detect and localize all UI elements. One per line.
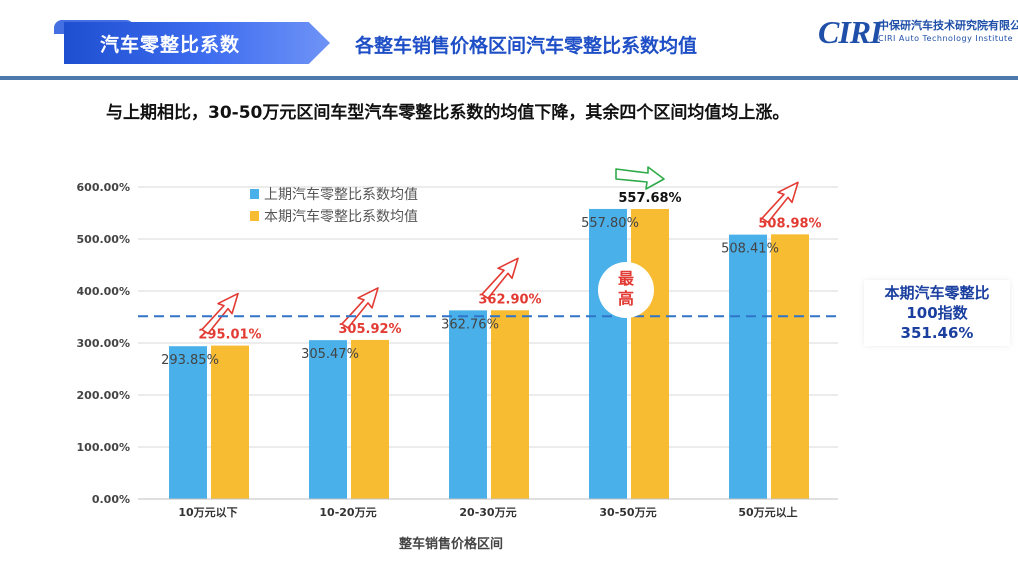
bar-previous bbox=[309, 340, 347, 499]
bar-previous bbox=[589, 208, 627, 499]
trend-arrow-shape bbox=[481, 257, 519, 300]
summary-text: 与上期相比，30-50万元区间车型汽车零整比系数的均值下降，其余四个区间均值均上… bbox=[106, 103, 790, 123]
bar-current bbox=[491, 310, 529, 499]
trend-arrow-shape bbox=[615, 166, 665, 190]
data-label-previous: 362.76% bbox=[441, 317, 499, 332]
x-tick-label: 10-20万元 bbox=[319, 506, 376, 519]
y-tick-label: 100.00% bbox=[77, 441, 130, 454]
logo-mark: CIRI bbox=[818, 14, 883, 50]
bar-previous bbox=[169, 346, 207, 499]
x-tick-label: 20-30万元 bbox=[459, 506, 516, 519]
data-label-current: 362.90% bbox=[478, 292, 541, 307]
x-tick-label: 50万元以上 bbox=[738, 505, 797, 519]
header: 汽车零整比系数 各整车销售价格区间汽车零整比系数均值 CIRI 中保研汽车技术研… bbox=[0, 0, 1018, 82]
page-title: 各整车销售价格区间汽车零整比系数均值 bbox=[355, 35, 698, 57]
y-tick-label: 600.00% bbox=[77, 181, 130, 194]
index-callout: 本期汽车零整比 100指数 351.46% bbox=[864, 280, 1010, 346]
x-tick-label: 10万元以下 bbox=[178, 506, 237, 519]
legend-label-previous: 上期汽车零整比系数均值 bbox=[264, 186, 418, 203]
x-tick-label: 30-50万元 bbox=[599, 506, 656, 519]
bar-current bbox=[631, 209, 669, 499]
trend-up-arrow-icon bbox=[761, 181, 799, 224]
data-label-previous: 557.80% bbox=[581, 216, 639, 231]
legend-swatch-current bbox=[250, 211, 259, 221]
x-axis-title: 整车销售价格区间 bbox=[398, 536, 503, 552]
bar-chart: 0.00% 100.00% 200.00% 300.00% 400.00% 500.00%… bbox=[77, 166, 838, 552]
data-label-current: 557.68% bbox=[618, 191, 681, 206]
highest-badge-line1: 最 bbox=[617, 269, 634, 288]
section-label: 汽车零整比系数 bbox=[100, 34, 241, 56]
index-pointer-stem bbox=[846, 306, 866, 320]
y-tick-label: 200.00% bbox=[77, 389, 130, 402]
index-callout-line1: 本期汽车零整比 bbox=[884, 284, 990, 302]
trend-arrow-shape bbox=[341, 287, 379, 329]
highest-badge-line2: 高 bbox=[617, 289, 634, 308]
y-tick-label: 400.00% bbox=[77, 285, 130, 298]
bar-current bbox=[211, 345, 249, 499]
header-divider bbox=[0, 76, 1018, 80]
data-label-current: 508.98% bbox=[758, 216, 821, 231]
bar-current bbox=[771, 234, 809, 500]
index-pointer-arrow bbox=[834, 303, 848, 323]
trend-up-arrow-icon bbox=[341, 287, 379, 329]
logo-english-name: CIRI Auto Technology Institute bbox=[878, 34, 1014, 43]
section-ribbon bbox=[64, 22, 330, 64]
legend-swatch-previous bbox=[250, 189, 259, 199]
company-logo: CIRI 中保研汽车技术研究院有限公司 CIRI Auto Technology… bbox=[818, 14, 1018, 50]
data-label-current: 305.92% bbox=[338, 322, 401, 337]
index-callout-line2: 100指数 bbox=[906, 304, 968, 322]
trend-down-arrow-icon bbox=[615, 166, 665, 190]
bar-previous bbox=[729, 234, 767, 499]
index-callout-line3: 351.46% bbox=[900, 324, 974, 342]
bar-current bbox=[351, 339, 389, 499]
y-tick-label: 300.00% bbox=[77, 337, 130, 350]
data-label-previous: 508.41% bbox=[721, 242, 779, 257]
data-label-previous: 305.47% bbox=[301, 347, 359, 362]
y-tick-label: 0.00% bbox=[92, 493, 130, 506]
legend-label-current: 本期汽车零整比系数均值 bbox=[264, 208, 418, 225]
trend-arrow-shape bbox=[201, 292, 239, 335]
trend-up-arrow-icon bbox=[201, 292, 239, 335]
logo-company-name: 中保研汽车技术研究院有限公司 bbox=[878, 19, 1018, 32]
trend-arrow-shape bbox=[761, 181, 799, 224]
data-label-current: 295.01% bbox=[198, 328, 261, 343]
data-label-previous: 293.85% bbox=[161, 353, 219, 368]
y-tick-label: 500.00% bbox=[77, 233, 130, 246]
bar-previous bbox=[449, 310, 487, 499]
highest-badge: 最 高 bbox=[598, 262, 654, 318]
trend-up-arrow-icon bbox=[481, 257, 519, 300]
